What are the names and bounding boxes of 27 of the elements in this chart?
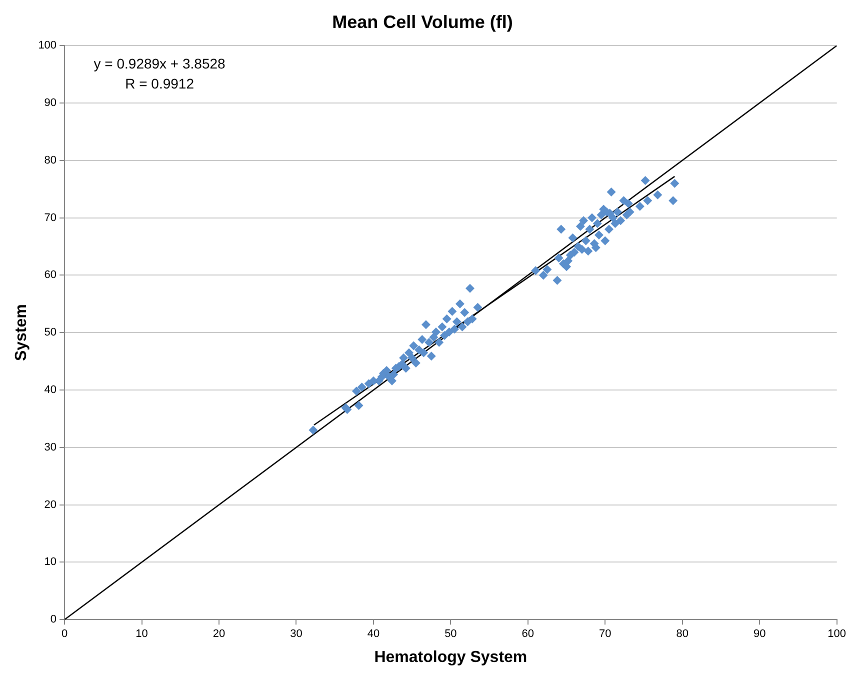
x-tick-label: 100 (828, 628, 846, 640)
y-tick-label: 0 (50, 614, 57, 626)
x-tick-label: 40 (367, 628, 380, 640)
x-tick-label: 0 (61, 628, 68, 640)
y-tick-label: 60 (44, 269, 57, 282)
annotation: R = 0.9912 (125, 75, 194, 92)
y-tick-label: 80 (44, 154, 57, 166)
x-tick-label: 90 (753, 628, 766, 640)
x-tick-label: 20 (212, 628, 226, 640)
x-tick-label: 50 (444, 628, 457, 640)
y-tick-label: 100 (38, 40, 57, 52)
y-tick-label: 30 (44, 441, 57, 454)
x-tick-label: 30 (290, 628, 302, 640)
x-tick-label: 80 (676, 628, 688, 640)
x-tick-label: 60 (522, 628, 534, 640)
y-tick-label: 50 (44, 326, 57, 339)
y-tick-label: 10 (44, 556, 57, 568)
y-tick-label: 20 (44, 498, 57, 511)
x-axis-title: Hematology System (374, 648, 528, 666)
x-tick-label: 70 (599, 628, 612, 640)
y-tick-label: 70 (44, 212, 57, 224)
y-tick-label: 90 (44, 97, 57, 110)
annotation: y = 0.9289x + 3.8528 (94, 55, 226, 72)
chart-title: Mean Cell Volume (fl) (332, 12, 513, 32)
x-tick-label: 10 (136, 628, 148, 640)
y-axis-title: System (13, 304, 30, 362)
y-tick-label: 40 (44, 384, 57, 396)
